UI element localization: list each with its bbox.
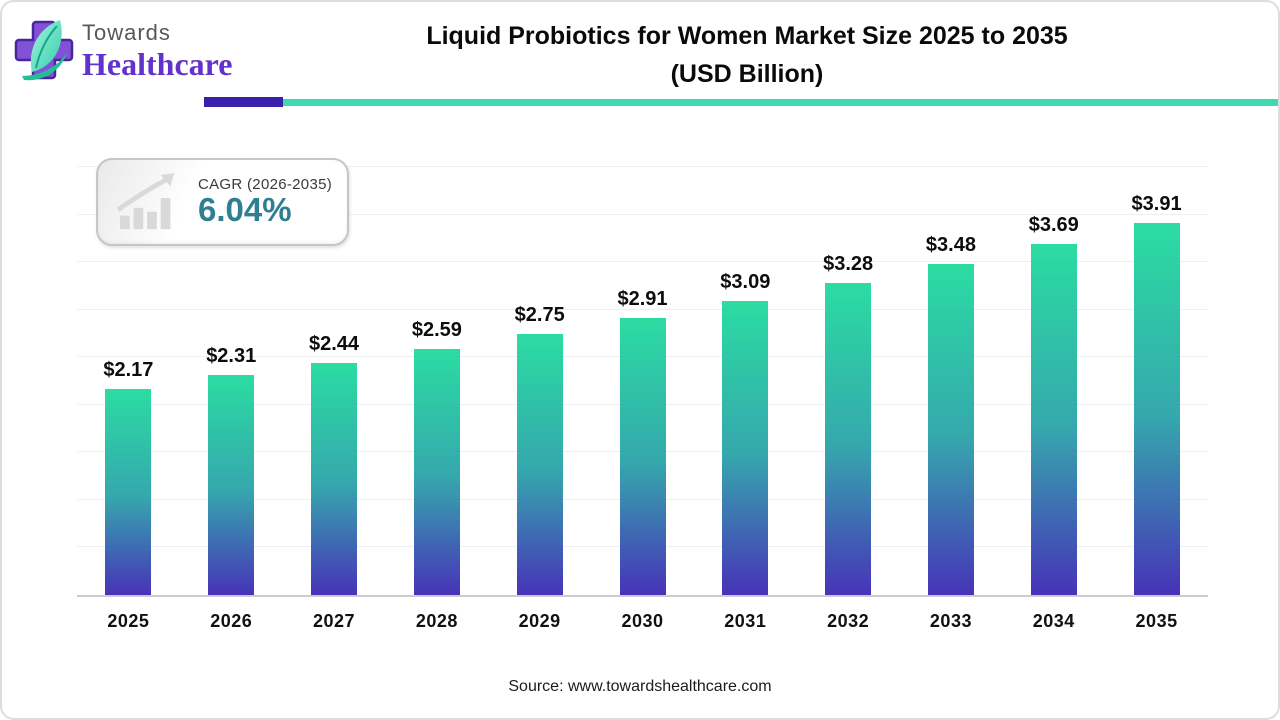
bar-2033 — [927, 264, 974, 595]
x-axis: 2025 2026 2027 2028 2029 2030 2031 2032 2033 2034… — [77, 599, 1208, 639]
bar-2032 — [825, 283, 872, 595]
x-axis-label: 2028 — [415, 611, 458, 631]
brand-name-top: Towards — [82, 20, 171, 45]
gridline — [77, 213, 1208, 215]
bar-value-label: $2.17 — [103, 358, 154, 381]
bar-2030 — [619, 318, 666, 595]
brand-name-bottom: Healthcare — [82, 46, 233, 82]
leaf-icon — [22, 20, 67, 81]
bar-value-label: $3.91 — [1131, 193, 1182, 216]
page-title: Liquid Probiotics for Women Market Size … — [302, 18, 1192, 93]
bar-2031 — [722, 301, 769, 595]
header-rule-purple — [204, 97, 283, 107]
towards-healthcare-logo — [14, 20, 74, 81]
gridline — [77, 308, 1208, 310]
growth-chart-icon — [116, 172, 175, 230]
bar-value-label: $2.31 — [206, 345, 257, 368]
bar-value-label: $3.48 — [925, 234, 976, 257]
bar-value-label: $2.59 — [411, 318, 462, 341]
bar-value-label: $2.44 — [309, 333, 360, 356]
x-axis-label: 2030 — [621, 611, 664, 631]
bar-2029 — [516, 333, 563, 595]
x-axis-label: 2029 — [518, 611, 561, 631]
bar-value-label: $2.75 — [514, 303, 565, 326]
x-axis-label: 2027 — [313, 611, 356, 631]
bar-2035 — [1133, 223, 1180, 595]
cagr-text: CAGR (2026-2035) 6.04% — [198, 176, 332, 228]
bar-value-label: $3.28 — [823, 253, 874, 276]
x-axis-label: 2031 — [724, 611, 767, 631]
x-axis-label: 2032 — [827, 611, 870, 631]
source-text: Source: www.towardshealthcare.com — [508, 678, 772, 695]
bar-2027 — [311, 363, 358, 595]
brand-name: Towards Healthcare — [82, 20, 233, 82]
page-title-line1: Liquid Probiotics for Women Market Size … — [426, 22, 1068, 50]
cagr-value: 6.04% — [198, 191, 292, 229]
x-axis-label: 2026 — [210, 611, 253, 631]
x-axis-label: 2025 — [107, 611, 150, 631]
page-title-line2: (USD Billion) — [670, 59, 824, 88]
bar-2025 — [105, 388, 152, 595]
x-axis-label: 2033 — [929, 611, 972, 631]
bar-2026 — [208, 375, 255, 595]
bar-2034 — [1030, 244, 1077, 595]
bar-chart-plot-area: $2.17 $2.31 $2.44 $2.59 $2.75 $2.91 $3.09 $3.28… — [77, 152, 1208, 597]
bar-value-label: $3.69 — [1028, 214, 1079, 237]
x-axis-label: 2034 — [1032, 611, 1075, 631]
bar-2028 — [413, 348, 460, 595]
bar-value-label: $3.09 — [720, 271, 771, 294]
cagr-label: CAGR (2026-2035) — [198, 176, 333, 194]
header-rule-teal — [283, 99, 1278, 106]
gridline — [77, 166, 1208, 168]
bar-value-label: $2.91 — [617, 288, 668, 311]
cagr-badge: CAGR (2026-2035) 6.04% — [96, 158, 349, 246]
gridline — [77, 261, 1208, 263]
x-axis-label: 2035 — [1135, 611, 1178, 631]
